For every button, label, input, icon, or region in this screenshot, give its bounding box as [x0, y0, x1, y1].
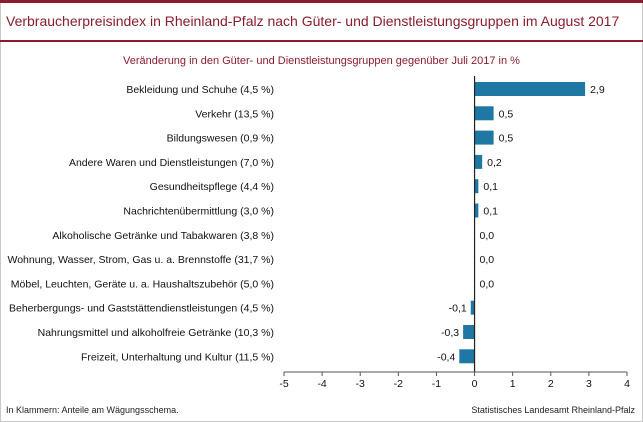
category-label: Nachrichtenübermittlung (3,0 %) — [123, 206, 274, 218]
x-tick-label: -1 — [432, 378, 441, 390]
category-label: Wohnung, Wasser, Strom, Gas u. a. Brenns… — [7, 254, 274, 266]
x-tick-label: -5 — [279, 378, 288, 390]
data-label: 0,0 — [480, 278, 495, 290]
bar — [470, 300, 475, 315]
bar — [474, 106, 494, 121]
category-label: Möbel, Leuchten, Geräte u. a. Haushaltsz… — [11, 278, 274, 290]
bar — [474, 203, 479, 218]
bar — [474, 82, 586, 96]
category-label: Freizeit, Unterhaltung und Kultur (11,5 … — [81, 351, 274, 363]
data-label: -0,3 — [441, 327, 459, 339]
x-tick-label: 4 — [624, 378, 630, 390]
category-label: Andere Waren und Dienstleistungen (7,0 %… — [69, 157, 274, 169]
bar — [474, 154, 483, 169]
data-label: 0,1 — [483, 181, 498, 193]
x-tick-label: 0 — [472, 378, 478, 390]
data-label: 0,5 — [499, 133, 514, 145]
title-divider — [0, 40, 643, 42]
x-tick-label: -2 — [394, 378, 403, 390]
data-label: 0,1 — [483, 206, 498, 218]
chart-title: Verbraucherpreisindex in Rheinland-Pfalz… — [6, 13, 620, 29]
bar — [463, 325, 475, 339]
data-label: 0,5 — [499, 108, 514, 120]
bar — [459, 349, 475, 364]
data-label: -0,4 — [437, 351, 455, 363]
x-tick-label: 1 — [510, 378, 516, 390]
source-note: Statistisches Landesamt Rheinland-Pfalz — [471, 405, 635, 415]
data-label: 0,2 — [487, 157, 502, 169]
category-label: Beherbergungs- und Gaststättendienstleis… — [9, 303, 274, 315]
x-tick-label: -4 — [317, 378, 326, 390]
category-label: Alkoholische Getränke und Tabakwaren (3,… — [52, 230, 274, 242]
bar — [474, 179, 479, 194]
bar-chart: Bekleidung und Schuhe (4,5 %) 2,9 Verkehr … — [7, 76, 630, 390]
data-label: -0,1 — [449, 303, 467, 315]
footnote: In Klammern: Anteile am Wägungsschema. — [6, 405, 179, 415]
x-tick-label: -3 — [356, 378, 365, 390]
data-label: 2,9 — [590, 84, 605, 96]
category-label: Verkehr (13,5 %) — [195, 108, 274, 120]
category-label: Nahrungsmittel und alkoholfreie Getränke… — [38, 327, 274, 339]
bar — [474, 130, 494, 145]
category-label: Bildungswesen (0,9 %) — [167, 133, 274, 145]
x-tick-label: 3 — [586, 378, 592, 390]
x-tick-label: 2 — [548, 378, 554, 390]
top-accent-bar — [0, 0, 643, 3]
category-label: Bekleidung und Schuhe (4,5 %) — [126, 84, 274, 96]
category-label: Gesundheitspflege (4,4 %) — [150, 181, 274, 193]
data-label: 0,0 — [480, 254, 495, 266]
chart-subtitle: Veränderung in den Güter- und Dienstleis… — [123, 55, 520, 67]
data-label: 0,0 — [480, 230, 495, 242]
